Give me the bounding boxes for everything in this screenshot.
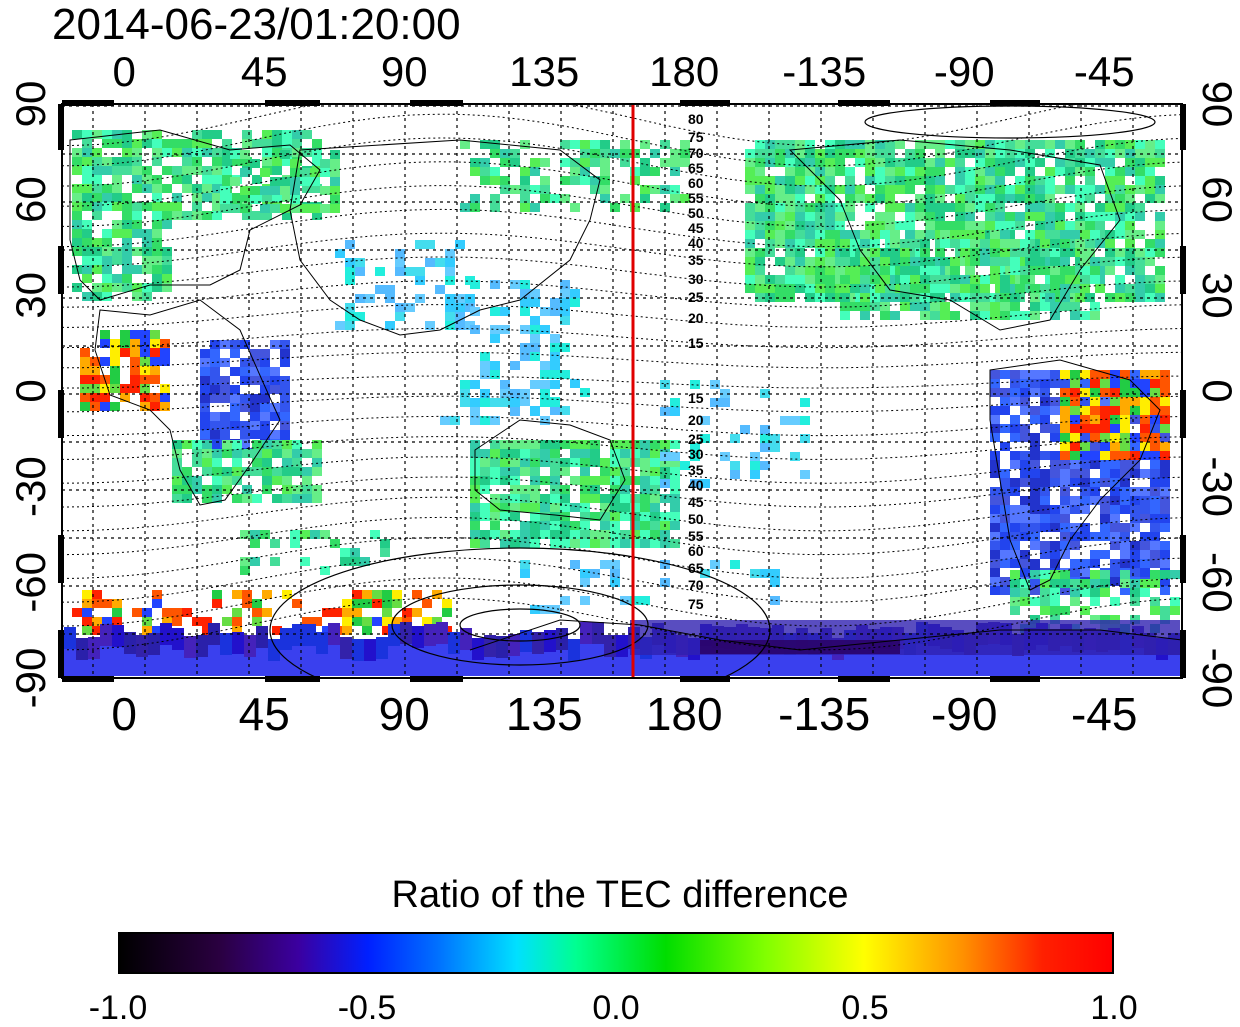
sza-contour-south xyxy=(391,584,649,666)
sza-contour xyxy=(62,395,1182,413)
lat-tick-left: 60 xyxy=(7,176,54,223)
lon-tick-top: -45 xyxy=(1074,48,1135,95)
sza-contour-south xyxy=(269,547,771,678)
coastline xyxy=(469,619,1182,651)
lat-tick-left: 0 xyxy=(7,379,54,402)
colorbar-tick: 0.0 xyxy=(592,989,640,1027)
lon-tick-top: -135 xyxy=(782,48,866,95)
sza-contour xyxy=(62,280,1182,308)
lon-tick-top: 135 xyxy=(509,48,579,95)
colorbar-tick: -1.0 xyxy=(88,989,148,1027)
contour-label-south: 45 xyxy=(688,494,704,510)
lat-tick-right: 60 xyxy=(1194,176,1240,223)
lat-tick-right: 90 xyxy=(1194,81,1240,128)
sza-contour-lines xyxy=(62,104,1182,678)
grid-lines xyxy=(62,104,1182,678)
coastline xyxy=(289,139,601,336)
contour-label-north: 80 xyxy=(688,111,704,127)
lon-tick-top: 45 xyxy=(241,48,288,95)
coastline xyxy=(474,419,626,521)
lat-tick-right: -90 xyxy=(1194,648,1240,709)
contour-label-north: 75 xyxy=(688,129,704,145)
sza-contour xyxy=(62,327,1182,349)
sza-contour xyxy=(62,577,1182,627)
lat-tick-left: 30 xyxy=(7,272,54,319)
sza-contour xyxy=(62,557,1182,603)
contour-label-north: 35 xyxy=(688,252,704,268)
lon-tick-bottom: -45 xyxy=(1071,688,1137,740)
lat-tick-right: 0 xyxy=(1194,379,1240,402)
contour-label-north: 65 xyxy=(688,160,704,176)
sza-contour xyxy=(62,304,1182,328)
contour-label-south: 50 xyxy=(688,511,704,527)
lon-tick-top: 180 xyxy=(649,48,719,95)
sza-contour xyxy=(62,456,1182,484)
colorbar-tick: 0.5 xyxy=(841,989,889,1027)
sza-contour xyxy=(62,113,1182,167)
contour-label-north: 70 xyxy=(688,145,704,161)
lat-tick-right: 30 xyxy=(1194,272,1240,319)
lon-tick-bottom: -90 xyxy=(931,688,997,740)
lon-tick-bottom: 45 xyxy=(239,688,290,740)
lat-tick-left: -90 xyxy=(7,648,54,709)
sza-contour-south xyxy=(459,608,581,642)
contour-label-north: 25 xyxy=(688,289,704,305)
lat-tick-right: -60 xyxy=(1194,552,1240,613)
contour-labels: 8075706560555045403530252015152025303540… xyxy=(688,111,704,612)
contour-label-south: 35 xyxy=(688,462,704,478)
lat-tick-left: 90 xyxy=(7,81,54,128)
sza-contour xyxy=(62,476,1182,508)
sza-contour xyxy=(62,256,1182,288)
lon-tick-bottom: -135 xyxy=(778,688,870,740)
sza-contour xyxy=(62,137,1182,187)
sza-contour xyxy=(62,597,1182,651)
lat-tick-left: -60 xyxy=(7,552,54,613)
contour-label-south: 65 xyxy=(688,560,704,576)
contour-label-north: 15 xyxy=(688,335,704,351)
contour-label-north: 55 xyxy=(688,190,704,206)
contour-label-north: 20 xyxy=(688,310,704,326)
colorbar-tick: -0.5 xyxy=(337,989,397,1027)
contour-label-north: 45 xyxy=(688,220,704,236)
coastline xyxy=(989,359,1161,591)
lon-tick-bottom: 135 xyxy=(506,688,583,740)
contour-label-south: 75 xyxy=(688,596,704,612)
sza-contour xyxy=(62,351,1182,369)
contour-label-south: 30 xyxy=(688,446,704,462)
contour-label-south: 15 xyxy=(688,390,704,406)
axis-tick-labels: 0 0 45 45 90 90 135 135 180 180 -135 -135 -90 -90 -45 -… xyxy=(7,48,1240,740)
contour-label-north: 30 xyxy=(688,271,704,287)
contour-label-south: 25 xyxy=(688,431,704,447)
lat-tick-right: -30 xyxy=(1194,456,1240,517)
frame-bars xyxy=(58,100,1186,682)
lon-tick-bottom: 90 xyxy=(379,688,430,740)
lon-tick-top: -90 xyxy=(934,48,995,95)
contour-label-north: 40 xyxy=(688,235,704,251)
sza-contour xyxy=(62,375,1182,389)
contour-label-north: 50 xyxy=(688,205,704,221)
contour-label-south: 60 xyxy=(688,543,704,559)
colorbar-title: Ratio of the TEC difference xyxy=(391,874,849,916)
lon-tick-top: 0 xyxy=(113,48,136,95)
sza-contour xyxy=(62,161,1182,207)
tec-map: 8075706560555045403530252015152025303540… xyxy=(7,48,1240,740)
sza-contour xyxy=(62,104,1081,147)
contour-label-south: 70 xyxy=(688,577,704,593)
colorbar xyxy=(118,932,1114,974)
lon-tick-top: 90 xyxy=(381,48,428,95)
contour-label-south: 55 xyxy=(688,528,704,544)
lon-tick-bottom: 180 xyxy=(646,688,723,740)
lon-tick-bottom: 0 xyxy=(111,688,137,740)
timestamp-title: 2014-06-23/01:20:00 xyxy=(52,0,461,49)
lat-tick-left: -30 xyxy=(7,456,54,517)
contour-label-south: 20 xyxy=(688,412,704,428)
colorbar-tick: 1.0 xyxy=(1090,989,1138,1027)
coastline xyxy=(94,299,281,506)
contour-label-north: 60 xyxy=(688,175,704,191)
contour-label-south: 40 xyxy=(688,477,704,493)
